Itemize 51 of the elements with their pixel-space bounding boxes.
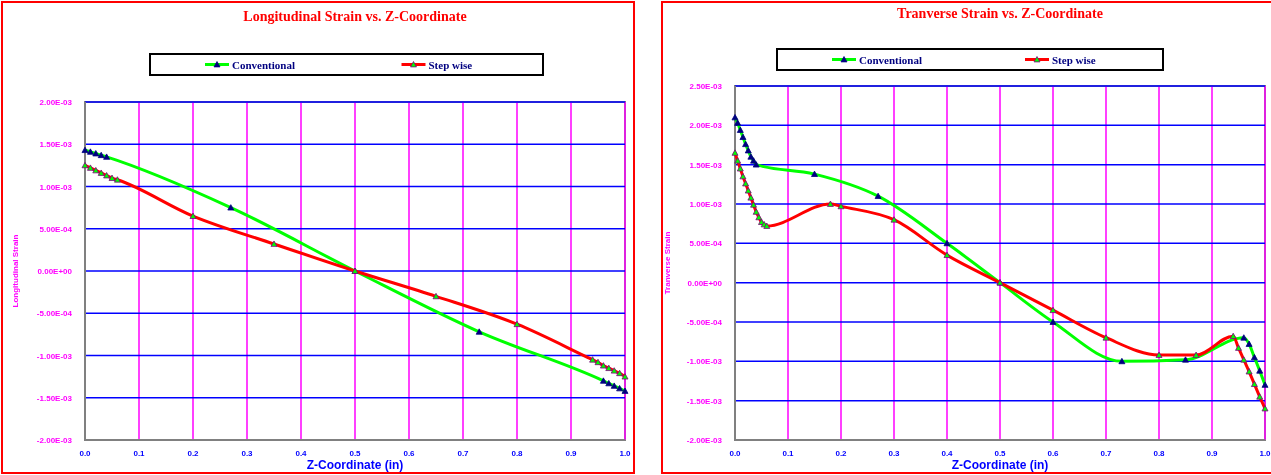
legend-label: Conventional — [859, 53, 922, 66]
x-axis-title: Z-Coordinate (in) — [951, 458, 1049, 472]
y-tick-label: 1.50E-03 — [689, 160, 723, 170]
x-tick-label: 0.3 — [241, 449, 254, 458]
x-tick-label: 0.3 — [888, 449, 901, 458]
y-tick-label: 1.50E-03 — [39, 140, 73, 150]
y-tick-label: -1.00E-03 — [36, 351, 73, 361]
y-tick-label: -1.50E-03 — [36, 393, 73, 403]
y-tick-label: 1.00E-03 — [39, 182, 73, 192]
x-tick-label: 0.7 — [457, 449, 470, 458]
chart-title: Tranverse Strain vs. Z-Coordinate — [897, 6, 1103, 21]
x-tick-label: 0.0 — [729, 449, 742, 458]
y-tick-label: 2.00E-03 — [39, 98, 73, 107]
x-tick-label: 0.5 — [349, 449, 362, 458]
x-tick-label: 0.6 — [1047, 449, 1060, 458]
legend-label: Step wise — [1052, 53, 1096, 66]
x-tick-label: 1.0 — [619, 449, 632, 458]
y-tick-label: -5.00E-04 — [686, 318, 723, 327]
y-tick-label: 5.00E-04 — [39, 224, 73, 234]
x-tick-label: 0.8 — [1153, 449, 1166, 458]
y-tick-label: 2.00E-03 — [689, 121, 723, 131]
y-tick-label: -1.50E-03 — [686, 396, 723, 406]
x-tick-label: 0.1 — [133, 449, 146, 458]
y-tick-label: -2.00E-03 — [36, 436, 73, 445]
x-tick-label: 1.0 — [1259, 449, 1271, 458]
y-tick-label: -1.00E-03 — [686, 357, 723, 367]
y-axis-title: Tranverse Strain — [663, 231, 672, 295]
x-tick-label: 0.2 — [835, 449, 848, 458]
x-tick-label: 0.6 — [403, 449, 416, 458]
y-axis-title: Longitudinal Strain — [11, 234, 20, 308]
x-axis-title: Z-Coordinate (in) — [306, 458, 404, 472]
x-tick-label: 0.1 — [782, 449, 795, 458]
x-tick-label: 0.7 — [1100, 449, 1113, 458]
y-tick-label: 5.00E-04 — [689, 239, 723, 249]
x-tick-label: 0.2 — [187, 449, 200, 458]
legend-label: Conventional — [232, 58, 295, 71]
x-tick-label: 0.4 — [941, 449, 954, 458]
legend-label: Step wise — [428, 58, 473, 71]
y-tick-label: -5.00E-04 — [36, 309, 73, 319]
x-tick-label: 0.4 — [295, 449, 308, 458]
x-tick-label: 0.8 — [511, 449, 524, 458]
y-tick-label: 0.00E+00 — [37, 267, 73, 276]
y-tick-label: 1.00E-03 — [689, 200, 723, 209]
x-tick-label: 0.9 — [1206, 449, 1219, 458]
y-tick-label: 2.50E-03 — [689, 82, 723, 91]
y-tick-label: 0.00E+00 — [687, 278, 723, 288]
y-tick-label: -2.00E-03 — [686, 436, 723, 445]
x-tick-label: 0.0 — [79, 449, 92, 458]
chart-title: Longitudinal Strain vs. Z-Coordinate — [243, 9, 467, 24]
x-tick-label: 0.5 — [994, 449, 1007, 458]
x-tick-label: 0.9 — [565, 449, 578, 458]
